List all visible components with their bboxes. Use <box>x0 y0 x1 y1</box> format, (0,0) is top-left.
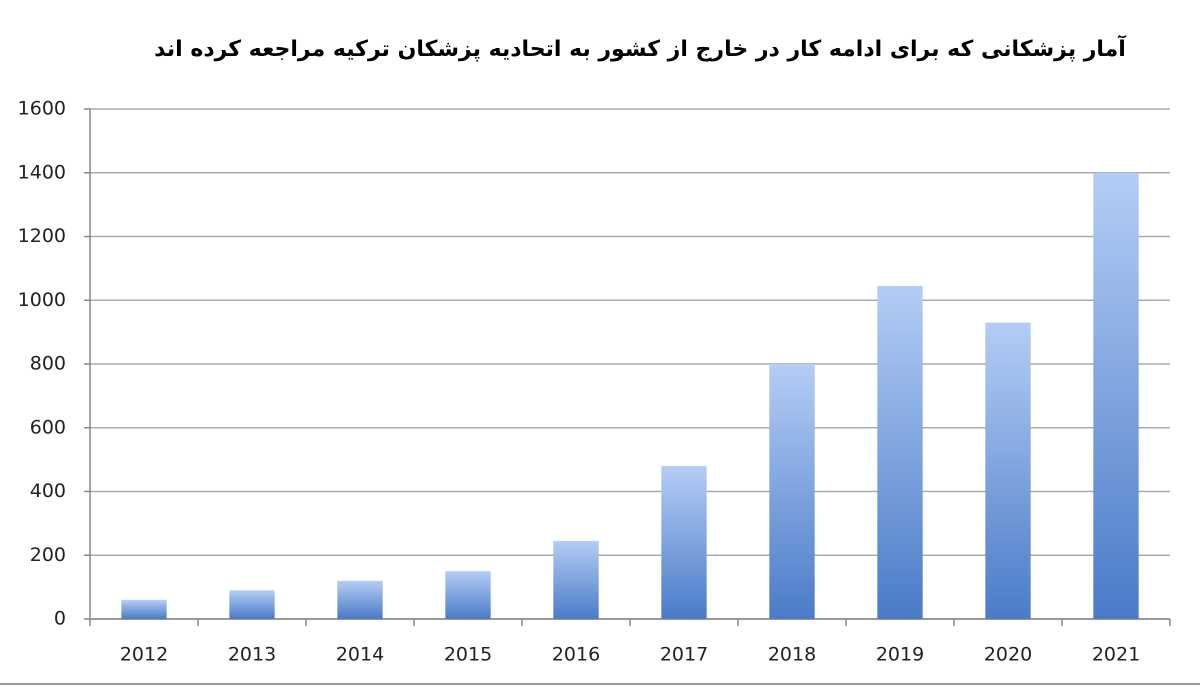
y-tick-label: 1400 <box>18 161 66 183</box>
x-tick-label: 2016 <box>552 644 600 666</box>
x-tick-label: 2020 <box>984 644 1032 666</box>
y-tick-label: 1200 <box>18 225 66 247</box>
bar <box>1093 172 1139 619</box>
x-tick-label: 2019 <box>876 644 924 666</box>
bar <box>769 364 815 619</box>
y-tick-label: 600 <box>30 416 66 438</box>
x-tick-label: 2017 <box>660 644 708 666</box>
bar <box>121 599 167 619</box>
x-tick-label: 2015 <box>444 644 492 666</box>
bar <box>553 540 599 619</box>
x-tick-label: 2018 <box>768 644 816 666</box>
x-tick-label: 2013 <box>228 644 276 666</box>
y-tick-label: 1000 <box>18 289 66 311</box>
bar <box>985 322 1031 619</box>
y-tick-label: 200 <box>30 544 66 566</box>
x-tick-label: 2014 <box>336 644 384 666</box>
bar <box>445 571 491 619</box>
y-tick-label: 0 <box>54 608 66 630</box>
y-tick-label: 800 <box>30 353 66 375</box>
y-tick-label: 400 <box>30 480 66 502</box>
y-tick-label: 1600 <box>18 98 66 120</box>
bar <box>877 285 923 619</box>
chart-title: آمار پزشکانی که برای ادامه کار در خارج ا… <box>154 34 1126 62</box>
x-tick-label: 2021 <box>1092 644 1140 666</box>
bar <box>661 466 707 619</box>
bar <box>337 580 383 619</box>
bar <box>229 590 275 619</box>
x-tick-label: 2012 <box>120 644 168 666</box>
